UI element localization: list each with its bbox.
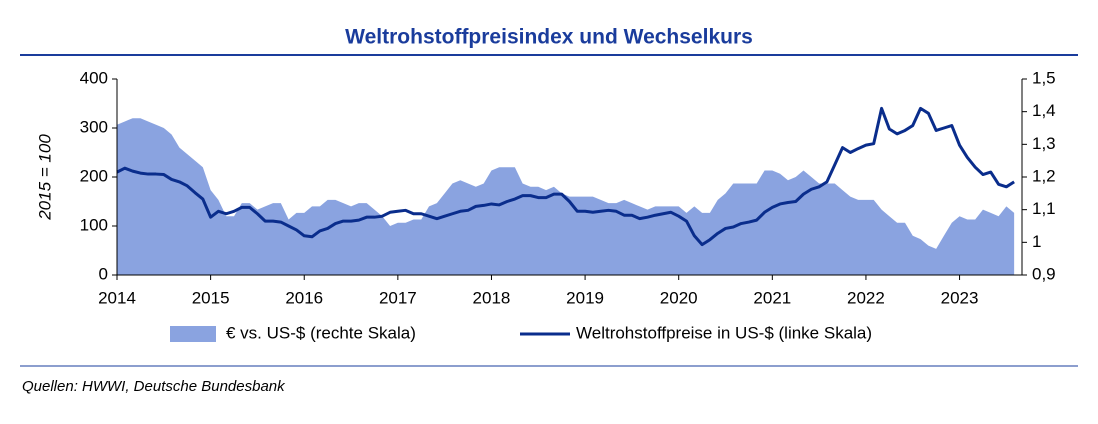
x-tick-label: 2018 (473, 288, 511, 307)
y2-tick-label: 0,9 (1032, 264, 1056, 283)
y2-tick-label: 1,1 (1032, 199, 1056, 218)
y2-tick-label: 1 (1032, 232, 1041, 251)
line (116, 106, 1015, 247)
y-tick-label: 0 (99, 264, 108, 283)
y2-tick-label: 1,5 (1032, 68, 1056, 87)
y2-tick-label: 1,3 (1032, 134, 1056, 153)
x-tick-label: 2016 (285, 288, 323, 307)
x-tick-label: 2015 (192, 288, 230, 307)
y-axis-label: 2015 = 100 (35, 134, 54, 221)
y2-tick-label: 1,2 (1032, 166, 1056, 185)
legend-label: € vs. US-$ (rechte Skala) (226, 323, 416, 342)
x-tick-label: 2020 (660, 288, 698, 307)
x-tick-label: 2023 (941, 288, 979, 307)
x-tick-label: 2021 (753, 288, 791, 307)
x-tick-label: 2022 (847, 288, 885, 307)
source: Quellen: HWWI, Deutsche Bundesbank (22, 378, 286, 395)
x-tick-label: 2019 (566, 288, 604, 307)
y-tick-label: 300 (80, 117, 108, 136)
legend-label: Weltrohstoffpreise in US-$ (linke Skala) (576, 323, 872, 342)
chart-title: Weltrohstoffpreisindex und Wechselkurs (345, 26, 753, 49)
y-tick-label: 400 (80, 68, 108, 87)
y2-tick-label: 1,4 (1032, 101, 1056, 120)
y-tick-label: 100 (80, 215, 108, 234)
legend-swatch (170, 326, 216, 342)
x-tick-label: 2017 (379, 288, 417, 307)
x-tick-label: 2014 (98, 288, 136, 307)
y-tick-label: 200 (80, 166, 108, 185)
